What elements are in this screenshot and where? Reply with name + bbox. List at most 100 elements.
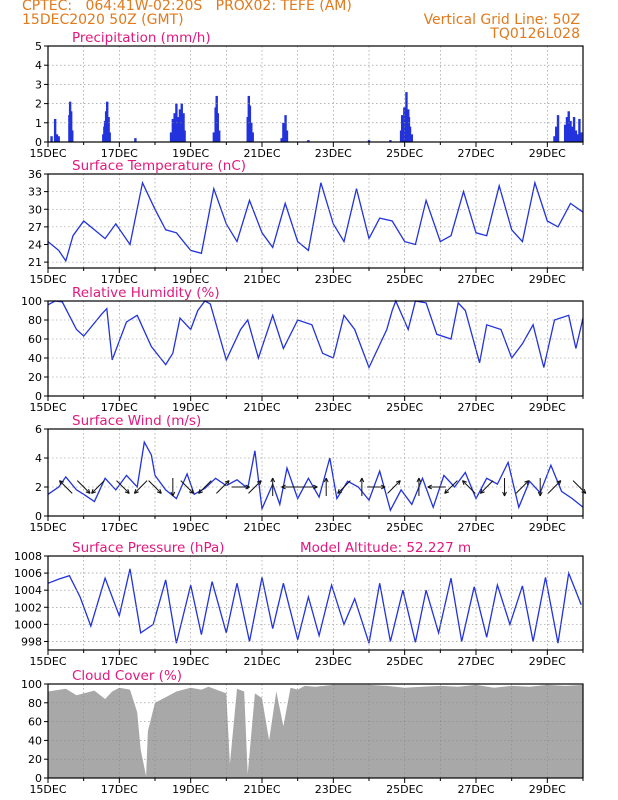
x-tick-label: 27DEC bbox=[457, 655, 494, 668]
x-tick-label: 29DEC bbox=[529, 655, 566, 668]
panel-frame bbox=[47, 300, 584, 397]
y-tick-label: 100 bbox=[21, 678, 42, 691]
precip-bar bbox=[108, 132, 111, 142]
precip-bar bbox=[553, 136, 556, 142]
x-tick-label: 29DEC bbox=[529, 401, 566, 414]
panel-2: 21 24 27 30 33 36 15DEC 17DEC 19DEC 21DEC 23DEC 25D… bbox=[28, 158, 584, 286]
x-tick-label: 19DEC bbox=[172, 147, 209, 160]
panel-title: Precipitation (mm/h) bbox=[72, 30, 211, 46]
y-tick-label: 1008 bbox=[14, 550, 42, 563]
x-tick-label: 25DEC bbox=[386, 273, 423, 286]
y-tick-label: 80 bbox=[28, 697, 42, 710]
y-tick-label: 3 bbox=[35, 78, 42, 91]
x-tick-label: 19DEC bbox=[172, 783, 209, 796]
panel-title: Relative Humidity (%) bbox=[72, 285, 220, 301]
precip-bar bbox=[169, 132, 173, 142]
precip-bar bbox=[574, 130, 578, 142]
x-tick-label: 29DEC bbox=[529, 783, 566, 796]
y-tick-label: 1006 bbox=[14, 567, 42, 580]
x-tick-label: 27DEC bbox=[457, 521, 494, 534]
precip-bar bbox=[171, 118, 175, 142]
y-tick-label: 100 bbox=[21, 295, 42, 308]
y-tick-label: 0 bbox=[35, 510, 42, 523]
y-tick-label: 0 bbox=[35, 390, 42, 403]
precip-bar bbox=[280, 138, 283, 142]
precip-bar bbox=[367, 140, 371, 142]
precip-bar bbox=[173, 113, 176, 142]
y-tick-label: 27 bbox=[28, 221, 42, 234]
panel-title: Cloud Cover (%) bbox=[72, 668, 182, 684]
x-tick-label: 15DEC bbox=[29, 655, 66, 668]
x-tick-label: 19DEC bbox=[172, 655, 209, 668]
precip-bar bbox=[183, 130, 186, 142]
x-tick-label: 29DEC bbox=[529, 273, 566, 286]
panel-1: 0 1 2 3 4 5 15DEC 17DEC 19DEC 21DEC 23DEC 25DEC 27DE… bbox=[29, 30, 584, 160]
precip-bar bbox=[410, 134, 413, 142]
header-date: 15DEC2020 50Z (GMT) bbox=[22, 12, 184, 28]
precip-bar bbox=[55, 134, 59, 142]
x-tick-label: 15DEC bbox=[29, 273, 66, 286]
panel-4: 0 2 4 6 15DEC 17DEC 19DEC 21DEC 23DEC 25DEC 27DEC 2… bbox=[29, 413, 587, 534]
y-tick-label: 40 bbox=[28, 352, 42, 365]
wind-arrow bbox=[76, 480, 91, 494]
x-tick-label: 27DEC bbox=[457, 783, 494, 796]
series-line bbox=[47, 180, 584, 263]
x-tick-label: 15DEC bbox=[29, 147, 66, 160]
wind-arrow bbox=[572, 480, 587, 494]
wind-arrow bbox=[116, 480, 130, 494]
series-line bbox=[47, 440, 584, 512]
y-tick-label: 40 bbox=[28, 734, 42, 747]
wind-arrow bbox=[231, 484, 250, 490]
precip-bar bbox=[50, 136, 53, 142]
y-tick-label: 1002 bbox=[14, 601, 42, 614]
y-tick-label: 5 bbox=[35, 40, 42, 53]
x-tick-label: 23DEC bbox=[315, 401, 352, 414]
y-tick-label: 2 bbox=[35, 98, 42, 111]
precip-bar bbox=[556, 115, 560, 142]
x-tick-label: 17DEC bbox=[101, 521, 138, 534]
panel-frame bbox=[47, 555, 584, 651]
precip-bar bbox=[53, 118, 57, 142]
precip-bar bbox=[218, 130, 221, 142]
wind-arrow bbox=[180, 480, 194, 494]
wind-arrow bbox=[299, 484, 318, 490]
panel-3: 0 20 40 60 80 100 15DEC 17DEC 19DEC 21DEC 23DEC 25D… bbox=[21, 285, 584, 414]
wind-arrow bbox=[170, 478, 176, 497]
x-tick-label: 23DEC bbox=[315, 273, 352, 286]
precip-bar bbox=[572, 117, 576, 142]
header-model-code: TQ0126L028 bbox=[490, 26, 580, 42]
x-tick-label: 21DEC bbox=[243, 655, 280, 668]
x-tick-label: 17DEC bbox=[101, 273, 138, 286]
x-tick-label: 23DEC bbox=[315, 783, 352, 796]
panel-6: 0 20 40 60 80 100 15DEC 17DEC 19DEC 21DEC 23DEC 25D… bbox=[21, 668, 584, 796]
y-tick-label: 21 bbox=[28, 256, 42, 269]
panel-title: Surface Temperature (nC) bbox=[72, 158, 246, 174]
precip-bar bbox=[405, 92, 408, 142]
x-tick-label: 19DEC bbox=[172, 273, 209, 286]
x-tick-label: 15DEC bbox=[29, 521, 66, 534]
precip-bar bbox=[69, 111, 73, 142]
y-tick-label: 20 bbox=[28, 753, 42, 766]
y-tick-label: 30 bbox=[28, 203, 42, 216]
wind-arrow bbox=[537, 478, 543, 497]
panel-title: Surface Wind (m/s) bbox=[72, 413, 201, 429]
precip-bar bbox=[580, 132, 583, 142]
wind-arrow bbox=[281, 484, 300, 490]
panel-title: Surface Pressure (hPa) bbox=[72, 540, 225, 556]
y-tick-label: 60 bbox=[28, 333, 42, 346]
wind-arrow bbox=[427, 484, 446, 490]
wind-arrow bbox=[270, 477, 276, 496]
y-tick-label: 80 bbox=[28, 314, 42, 327]
x-tick-label: 25DEC bbox=[386, 521, 423, 534]
precip-bar bbox=[576, 134, 579, 142]
x-tick-label: 29DEC bbox=[529, 147, 566, 160]
precip-bar bbox=[71, 130, 74, 142]
x-tick-label: 21DEC bbox=[243, 401, 280, 414]
panel-frame bbox=[47, 428, 584, 517]
y-tick-label: 33 bbox=[28, 186, 42, 199]
wind-arrow bbox=[479, 480, 494, 494]
series-line bbox=[47, 568, 582, 644]
precip-bar bbox=[567, 111, 570, 142]
x-tick-label: 25DEC bbox=[386, 147, 423, 160]
